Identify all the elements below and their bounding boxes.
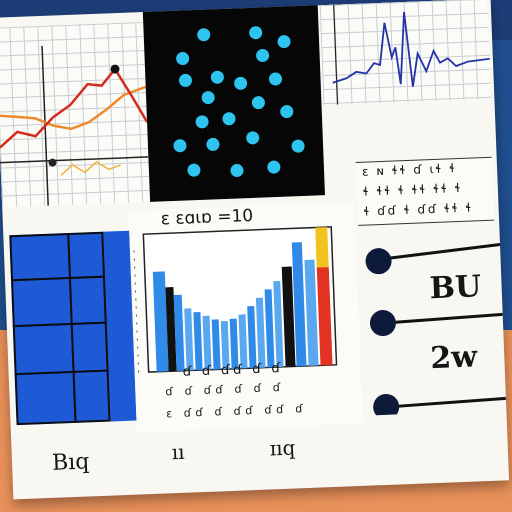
line-chart-x-axis <box>0 156 149 164</box>
line-series-yellow <box>60 160 121 176</box>
blue-grid-cell <box>72 369 111 423</box>
legend-label-bottom: 2w <box>429 339 478 377</box>
legend-line-middle <box>386 312 503 325</box>
bar <box>184 308 194 371</box>
table-row-3: ɬ ɗɗ ɬ ɗɗ ɬɬ ɬ <box>363 200 474 219</box>
bar <box>264 289 275 368</box>
dot-point <box>268 72 282 86</box>
notation-table: ɛ ɴ ɬɬ ɗ ɩɬ ɬ ɬ ɬɬ ɬ ɬɬ ɬɬ ɬ ɬ ɗɗ ɬ ɗɗ ɬ… <box>355 156 495 226</box>
bar <box>152 271 169 372</box>
illustration-sheet: ɛ ɴ ɬɬ ɗ ɩɬ ɬ ɬ ɬɬ ɬ ɬɬ ɬɬ ɬ ɬ ɗɗ ɬ ɗɗ ɬ… <box>0 0 510 500</box>
dot-point <box>222 112 236 126</box>
dot-point <box>230 164 244 178</box>
dot-point <box>291 139 305 153</box>
bar <box>173 294 185 371</box>
bar <box>304 259 319 366</box>
table-row-2: ɬ ɬɬ ɬ ɬɬ ɬɬ ɬ <box>362 180 463 199</box>
dot-point <box>267 160 281 174</box>
bar <box>211 319 221 370</box>
bar <box>238 314 248 369</box>
bar <box>165 287 177 372</box>
footer-label-right: ɪıq <box>269 435 296 461</box>
footer-label-left: Bıq <box>51 449 90 476</box>
waveform-line <box>332 11 490 87</box>
bar <box>291 242 307 367</box>
bar-highlight-red <box>316 267 333 366</box>
legend-marker-middle <box>369 310 396 337</box>
blue-grid-panel <box>9 230 137 426</box>
dot-point <box>178 73 192 87</box>
dot-point <box>197 28 211 42</box>
dot-point <box>176 52 190 66</box>
blue-grid-cell <box>9 233 72 282</box>
blue-grid-cell <box>68 275 107 326</box>
dot-point <box>280 105 294 119</box>
dot-point <box>251 96 265 110</box>
dot-point <box>173 139 187 153</box>
legend-marker-top <box>365 248 392 275</box>
dot-point <box>256 48 270 62</box>
line-chart-origin-point <box>48 158 57 167</box>
bar-chart-bars <box>152 227 333 372</box>
dot-point <box>277 35 291 49</box>
legend-line-bottom <box>390 396 507 409</box>
legend-line-top <box>382 242 501 261</box>
dot-plot-graphic <box>173 26 305 178</box>
dot-point <box>234 76 248 90</box>
waveform-y-axis <box>333 4 339 105</box>
bar <box>281 266 296 367</box>
blue-grid-cell <box>12 322 75 376</box>
waveform-panel <box>319 0 492 106</box>
dot-point <box>201 91 215 105</box>
bar <box>202 315 212 370</box>
bar <box>247 305 257 369</box>
bar <box>273 280 284 368</box>
legend-marker-bottom <box>373 393 400 416</box>
legend-graphic <box>365 242 507 416</box>
line-series-orange <box>0 85 147 131</box>
dot-point <box>210 70 224 84</box>
legend-label-top: BU <box>428 269 482 307</box>
bar-chart-panel: ɛ ɛɑɩɒ =10 <box>128 202 363 433</box>
blue-grid-cell <box>67 231 105 280</box>
dot-point <box>246 131 260 145</box>
table-row-1: ɛ ɴ ɬɬ ɗ ɩɬ ɬ <box>361 161 458 179</box>
dot-point <box>187 163 201 177</box>
dot-point <box>195 115 209 129</box>
blue-grid-cell <box>70 321 109 373</box>
bar <box>220 320 230 370</box>
bar <box>193 312 203 371</box>
bar <box>229 318 239 369</box>
dot-point <box>206 137 220 151</box>
bar <box>255 297 266 368</box>
legend-panel: BU 2w <box>364 230 507 416</box>
dot-plot-panel <box>142 5 325 202</box>
bar-chart-y-ticks <box>133 250 140 373</box>
bar-chart-graphic <box>133 226 338 373</box>
dot-point <box>249 26 263 40</box>
line-chart-peak-point <box>110 64 120 74</box>
waveform-graphic <box>332 4 490 105</box>
bar-highlight-yellow <box>315 227 329 268</box>
footer-label-middle: ıı <box>171 439 185 465</box>
blue-grid-cell <box>14 370 77 426</box>
line-chart-panel <box>0 22 151 208</box>
blue-grid-cell <box>10 276 73 328</box>
line-series-red <box>0 66 149 149</box>
line-chart-graphic <box>0 45 149 206</box>
